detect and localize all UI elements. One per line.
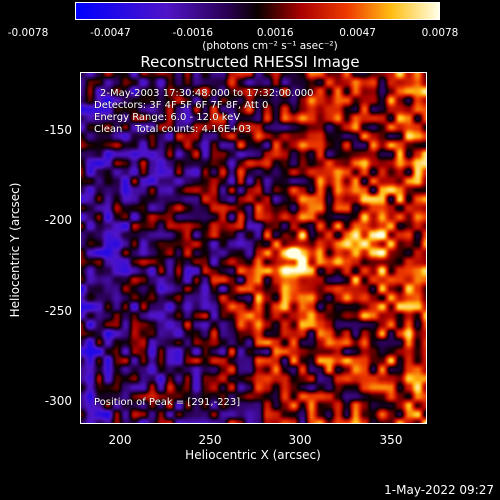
y-tick-label: -150 <box>44 123 72 137</box>
detectors-text: Detectors: 3F 4F 5F 6F 7F 8F, Att 0 <box>94 100 269 111</box>
clean-counts-text: Clean Total counts: 4.16E+03 <box>94 124 252 135</box>
colorbar-units: (photons cm⁻² s⁻¹ asec⁻²) <box>202 40 338 52</box>
colorbar-tick-label: 0.0047 <box>339 27 376 39</box>
plot-title: Reconstructed RHESSI Image <box>140 53 360 71</box>
x-tick-label: 300 <box>288 433 312 447</box>
colorbar-tick-label: -0.0047 <box>90 27 131 39</box>
time-range-text: 2-May-2003 17:30:48.000 to 17:32:00.000 <box>100 88 314 99</box>
energy-range-text: Energy Range: 6.0 - 12.0 keV <box>94 112 241 123</box>
y-tick-label: -200 <box>44 213 72 227</box>
y-tick-label: -250 <box>44 304 72 318</box>
x-tick-label: 350 <box>379 433 403 447</box>
x-tick-label: 200 <box>108 433 132 447</box>
colorbar-tick-label: 0.0078 <box>421 27 459 39</box>
colorbar-tick-label: 0.0016 <box>256 27 294 39</box>
timestamp: 1-May-2022 09:27 <box>384 483 494 497</box>
colorbar-tick-label: -0.0016 <box>172 27 214 39</box>
rhessi-image <box>81 73 426 423</box>
colorbar-tick-label: -0.0078 <box>7 27 49 39</box>
peak-position-text: Position of Peak = [291,-223] <box>94 397 241 408</box>
x-axis-label: Heliocentric X (arcsec) <box>185 448 321 462</box>
image-frame <box>80 72 427 424</box>
colorbar <box>75 2 440 20</box>
y-tick-label: -300 <box>44 394 72 408</box>
y-axis-label: Heliocentric Y (arcsec) <box>8 182 22 318</box>
x-tick-label: 250 <box>198 433 222 447</box>
